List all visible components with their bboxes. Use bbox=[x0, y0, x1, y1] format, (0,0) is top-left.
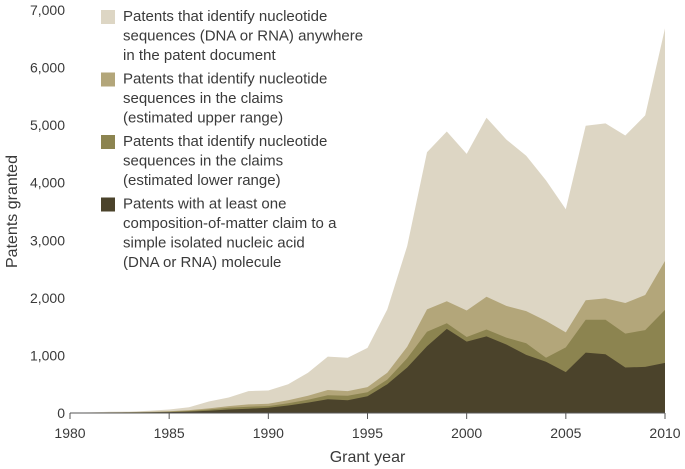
legend-swatch bbox=[101, 10, 115, 24]
x-axis-ticks: 1980 1985 1990 1995 2000 2005 2010 bbox=[54, 413, 681, 441]
legend-label-line: sequences in the claims bbox=[123, 153, 283, 170]
y-tick-label: 3,000 bbox=[30, 232, 65, 248]
y-tick-label: 5,000 bbox=[30, 117, 65, 133]
legend-swatch bbox=[101, 72, 115, 87]
x-tick-label: 1980 bbox=[54, 425, 85, 441]
x-tick-label: 2010 bbox=[649, 425, 680, 441]
legend-label-line: Patents with at least one bbox=[123, 196, 286, 213]
area-series-4 bbox=[70, 328, 665, 413]
legend-item-4: Patents with at least one composition-of-… bbox=[101, 196, 337, 271]
legend-item-2: Patents that identify nucleotide sequence… bbox=[101, 71, 327, 127]
x-tick-label: 1990 bbox=[253, 425, 284, 441]
y-tick-label: 6,000 bbox=[30, 60, 65, 76]
legend-label-line: simple isolated nucleic acid bbox=[123, 235, 305, 252]
x-tick-label: 2000 bbox=[451, 425, 482, 441]
y-tick-label: 7,000 bbox=[30, 2, 65, 18]
legend-label-line: composition-of-matter claim to a bbox=[123, 215, 337, 232]
y-tick-label: 0 bbox=[57, 405, 65, 421]
legend-item-3: Patents that identify nucleotide sequence… bbox=[101, 133, 327, 189]
x-tick-label: 2005 bbox=[550, 425, 581, 441]
legend-label-line: sequences in the claims bbox=[123, 90, 283, 107]
legend-label-line: Patents that identify nucleotide bbox=[123, 8, 327, 25]
legend-label-line: in the patent document bbox=[123, 47, 276, 64]
y-tick-label: 4,000 bbox=[30, 175, 65, 191]
legend-swatch bbox=[101, 135, 115, 149]
y-axis-ticks: 0 1,000 2,000 3,000 4,000 5,000 6,000 7,000 bbox=[30, 2, 65, 421]
x-tick-label: 1995 bbox=[352, 425, 383, 441]
legend-label-line: Patents that identify nucleotide bbox=[123, 71, 327, 88]
legend-label-line: (estimated lower range) bbox=[123, 172, 281, 189]
y-tick-label: 2,000 bbox=[30, 290, 65, 306]
legend-label-line: (DNA or RNA) molecule bbox=[123, 254, 281, 271]
legend-label-line: Patents that identify nucleotide bbox=[123, 133, 327, 150]
x-axis-title: Grant year bbox=[330, 449, 406, 466]
legend-swatch bbox=[101, 197, 115, 212]
area-series-group bbox=[70, 28, 665, 414]
x-tick-label: 1985 bbox=[154, 425, 185, 441]
y-axis-title: Patents granted bbox=[4, 155, 21, 268]
legend-label-line: sequences (DNA or RNA) anywhere bbox=[123, 28, 363, 45]
legend: Patents that identify nucleotide sequence… bbox=[101, 8, 363, 271]
y-tick-label: 1,000 bbox=[30, 347, 65, 363]
legend-item-1: Patents that identify nucleotide sequence… bbox=[101, 8, 363, 64]
legend-label-line: (estimated upper range) bbox=[123, 110, 283, 127]
